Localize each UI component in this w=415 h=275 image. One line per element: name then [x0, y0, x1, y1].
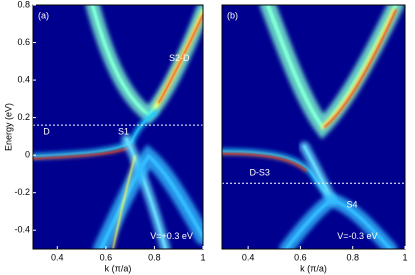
- x-axis-label: k (π/a): [105, 263, 132, 273]
- x-tick-label: 0.4: [51, 252, 64, 262]
- y-tick-label: -0.4: [14, 225, 30, 235]
- annotation: S2-D: [169, 53, 190, 63]
- x-tick-label: 0.4: [242, 252, 255, 262]
- x-tick-label: 1: [200, 252, 205, 262]
- annotation: D-S3: [249, 168, 270, 178]
- x-tick-label: 0.6: [294, 252, 307, 262]
- annotation: S1: [118, 126, 129, 136]
- annotation: V=-0.3 eV: [337, 231, 377, 241]
- y-tick-label: -0.2: [14, 187, 30, 197]
- band: [125, 137, 167, 249]
- bands: [222, 5, 404, 249]
- annotation: D: [43, 126, 50, 136]
- annotation: V=+0.3 eV: [150, 231, 193, 241]
- band: [222, 153, 307, 172]
- band: [112, 155, 136, 249]
- y-axis-label: Energy (eV): [3, 103, 13, 151]
- y-tick-label: 0.8: [17, 0, 30, 9]
- y-tick-label: 0.6: [17, 37, 30, 47]
- y-tick-label: 0.4: [17, 74, 30, 84]
- annotation: S4: [346, 199, 357, 209]
- x-tick-label: 1: [402, 252, 407, 262]
- x-tick-label: 0.8: [346, 252, 359, 262]
- y-tick-label: 0.2: [17, 112, 30, 122]
- y-tick-label: 0: [25, 150, 30, 160]
- x-axis-label: k (π/a): [300, 263, 327, 273]
- band: [284, 198, 393, 249]
- plot-frame: [221, 4, 406, 250]
- panel-label: (a): [38, 10, 49, 20]
- band: [322, 9, 395, 128]
- band: [99, 153, 203, 249]
- band: [324, 9, 397, 128]
- x-tick-label: 0.8: [148, 252, 161, 262]
- plot-frame: [32, 4, 204, 250]
- x-tick-label: 0.6: [100, 252, 113, 262]
- panel-label: (b): [227, 10, 238, 20]
- band: [158, 14, 203, 104]
- bands: [33, 5, 203, 249]
